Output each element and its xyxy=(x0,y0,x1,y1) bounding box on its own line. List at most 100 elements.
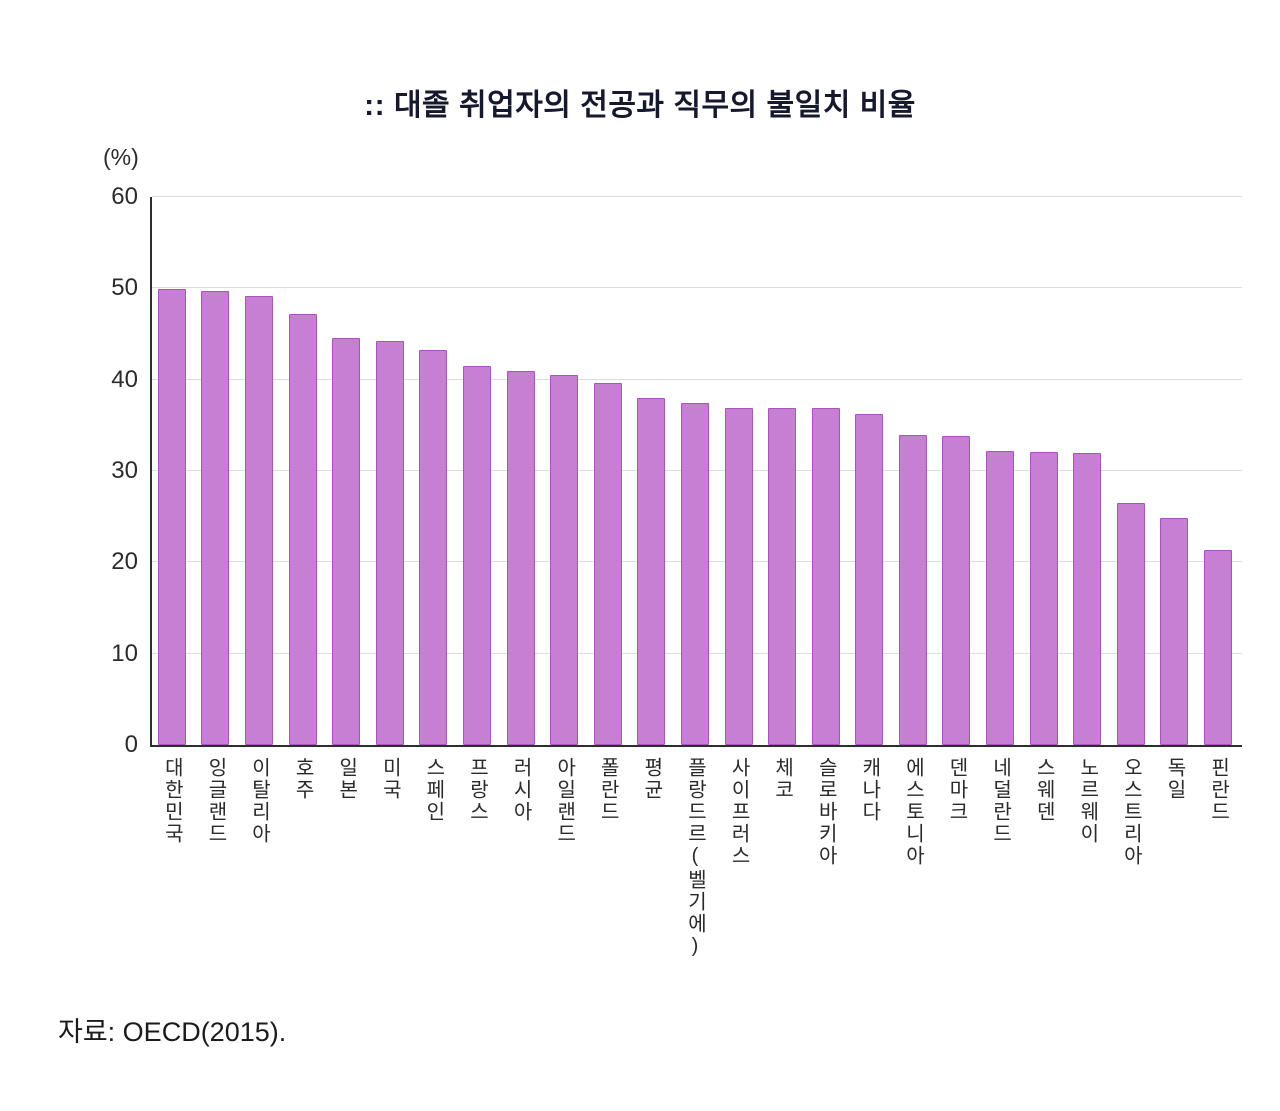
bar xyxy=(680,403,709,745)
x-tick-label: 덴마크 xyxy=(945,757,968,823)
x-slot: 핀란드 xyxy=(1196,757,1240,823)
bar xyxy=(375,341,404,745)
x-tick-label: 아일랜드 xyxy=(553,757,576,845)
x-slot: 덴마크 xyxy=(935,757,979,823)
x-tick-label: 잉글랜드 xyxy=(204,757,227,845)
bar-slot xyxy=(237,197,281,745)
bar xyxy=(1160,517,1189,745)
gridline xyxy=(152,378,1242,380)
x-slot: 미국 xyxy=(368,757,412,801)
bar xyxy=(724,407,753,745)
y-axis-unit-label: (%) xyxy=(103,144,139,170)
x-slot: 스웨덴 xyxy=(1022,757,1066,823)
x-slot: 노르웨이 xyxy=(1065,757,1109,845)
y-tick-label: 40 xyxy=(111,365,138,393)
x-tick-label: 평균 xyxy=(640,757,663,801)
x-slot: 캐나다 xyxy=(848,757,892,823)
x-tick-label: 노르웨이 xyxy=(1076,757,1099,845)
bar-slot xyxy=(281,197,325,745)
bar xyxy=(986,450,1015,745)
y-tick-label: 10 xyxy=(111,639,138,667)
x-tick-label: 에스토니아 xyxy=(901,757,924,867)
chart-title: :: 대졸 취업자의 전공과 직무의 불일치 비율 xyxy=(364,89,916,122)
x-tick-label: 오스트리아 xyxy=(1119,757,1142,867)
bar-slot xyxy=(1196,197,1240,745)
bar xyxy=(811,407,840,745)
bar xyxy=(768,407,797,745)
bar-slot xyxy=(1065,197,1109,745)
bar-slot xyxy=(891,197,935,745)
x-tick-label: 미국 xyxy=(378,757,401,801)
x-tick-label: 독일 xyxy=(1163,757,1186,801)
source-note: 자료: OECD(2015). xyxy=(58,1017,287,1047)
x-tick-label: 일본 xyxy=(335,757,358,801)
bar-slot xyxy=(1109,197,1153,745)
bar-slot xyxy=(848,197,892,745)
bar xyxy=(157,289,186,745)
x-slot: 대한민국 xyxy=(150,757,194,845)
x-tick-label: 러시아 xyxy=(509,757,532,823)
bar-slot xyxy=(804,197,848,745)
x-slot: 일본 xyxy=(324,757,368,801)
bar-slot xyxy=(630,197,674,745)
x-slot: 러시아 xyxy=(499,757,543,823)
x-slot: 슬로바키아 xyxy=(804,757,848,867)
x-slot: 폴란드 xyxy=(586,757,630,823)
gridline xyxy=(152,196,1242,197)
x-slot: 잉글랜드 xyxy=(194,757,238,845)
x-tick-label: 호주 xyxy=(291,757,314,801)
x-tick-label: 캐나다 xyxy=(858,757,881,823)
y-tick-label: 0 xyxy=(124,731,138,758)
x-tick-label: 핀란드 xyxy=(1207,757,1230,823)
x-axis-tick-labels: 대한민국 잉글랜드 이탈리아 호주 일본 미국 스페인 프랑스 러시아 아일랜드 폴란드 평균 플랑드르… xyxy=(150,757,1240,959)
bar-slot xyxy=(194,197,238,745)
x-slot: 오스트리아 xyxy=(1109,757,1153,867)
x-tick-label: 슬로바키아 xyxy=(814,757,837,867)
bar xyxy=(550,375,579,745)
bar-slot xyxy=(935,197,979,745)
x-slot: 호주 xyxy=(281,757,325,801)
bar xyxy=(201,291,230,745)
x-tick-label: 폴란드 xyxy=(596,757,619,823)
bar xyxy=(419,350,448,745)
bar xyxy=(244,295,273,745)
x-slot: 스페인 xyxy=(412,757,456,823)
y-tick-label: 30 xyxy=(111,457,138,484)
bar-slot xyxy=(150,197,194,745)
x-slot: 네덜란드 xyxy=(978,757,1022,845)
x-tick-label: 이탈리아 xyxy=(247,757,270,845)
bar-slot xyxy=(760,197,804,745)
y-axis-tick-labels: 0 10 20 30 40 50 60 xyxy=(30,183,138,758)
bar xyxy=(855,414,884,745)
x-tick-label: 스웨덴 xyxy=(1032,757,1055,823)
bar-slot xyxy=(673,197,717,745)
bar-slot xyxy=(412,197,456,745)
bar-slot xyxy=(455,197,499,745)
bar-slot xyxy=(717,197,761,745)
bar-slot xyxy=(542,197,586,745)
x-slot: 이탈리아 xyxy=(237,757,281,845)
x-tick-label: 대한민국 xyxy=(160,757,183,845)
bar-slot xyxy=(368,197,412,745)
x-tick-label: 플랑드르(벨기에) xyxy=(683,757,706,959)
bar xyxy=(1116,502,1145,745)
bar xyxy=(898,435,927,745)
x-tick-label: 사이프러스 xyxy=(727,757,750,867)
bar xyxy=(1029,451,1058,745)
bar xyxy=(593,383,622,745)
bar xyxy=(462,365,491,745)
bar xyxy=(288,313,317,745)
bars-container xyxy=(150,197,1240,745)
gridline xyxy=(152,287,1242,289)
bar-slot xyxy=(499,197,543,745)
bar-slot xyxy=(324,197,368,745)
bar xyxy=(332,337,361,745)
x-slot: 사이프러스 xyxy=(717,757,761,867)
x-slot: 아일랜드 xyxy=(542,757,586,845)
x-slot: 에스토니아 xyxy=(891,757,935,867)
x-slot: 플랑드르(벨기에) xyxy=(673,757,717,959)
bar-slot xyxy=(1022,197,1066,745)
x-slot: 평균 xyxy=(630,757,674,801)
y-tick-label: 60 xyxy=(111,183,138,210)
